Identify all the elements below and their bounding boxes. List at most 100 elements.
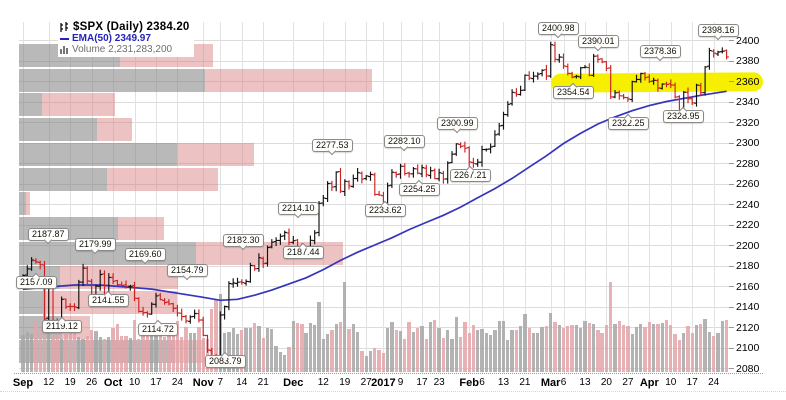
volume-bar [381,352,386,372]
volume-bar [89,330,94,372]
volume-bar [197,326,201,372]
volume-bar [47,326,51,372]
x-axis-label: 19 [339,377,351,388]
volume-bar [248,328,253,372]
x-axis-label: Feb [459,377,479,389]
volume-bar [604,324,609,372]
volume-bar [394,330,398,372]
v-gridline [649,22,651,373]
volume-bar [424,339,428,372]
volume-bar [673,333,677,372]
chart-legend: $SPX (Daily) 2384.20 EMA(50) 2349.97 Vol… [58,20,194,57]
volume-bar [343,282,347,372]
volume-bar [283,355,287,372]
x-axis-label: 26 [86,377,98,388]
volume-bar [338,321,343,372]
volume-bar [621,324,626,372]
volume-bar [21,334,25,372]
volume-bar [364,355,368,372]
y-axis-tick [729,40,734,41]
price-label: 2119.12 [42,316,82,333]
volume-bar [25,331,29,372]
y-axis-tick [729,183,734,185]
h-gridline [19,101,731,103]
v-gridline [134,22,136,373]
vbp-up-volume-bar [19,68,205,92]
v-gridline [177,22,179,373]
v-gridline [263,22,265,373]
x-axis-label: 10 [128,377,141,388]
volume-bar [716,332,720,372]
x-axis-label: 27 [360,377,372,388]
volume-bar [385,328,390,372]
volume-bar [690,333,694,372]
volume-bar [141,323,145,372]
x-axis-label: Dec [283,377,304,389]
volume-bar [360,351,364,372]
v-gridline [692,22,694,373]
price-label: 2354.54 [553,82,594,99]
volume-bar [480,328,484,372]
volume-bar [720,320,724,372]
v-gridline [241,22,243,373]
volume-bar [214,299,218,372]
volume-bar [167,332,171,372]
volume-bar [201,338,205,372]
vbp-up-volume-bar [19,93,42,117]
v-gridline [469,22,471,373]
v-gridline [563,22,565,373]
volume-bar [111,327,115,372]
volume-bar [368,351,373,372]
volume-bar [274,346,278,372]
volume-bar [471,324,476,372]
y-axis-tick [729,81,734,82]
volume-bar [441,337,446,372]
volume-bar [231,327,235,372]
x-axis-label: 9 [397,377,404,388]
volume-bar [514,330,519,372]
volume-bar [270,329,274,372]
volume-bar [120,336,124,372]
volume-bar [651,324,656,372]
price-label: 2182.30 [223,234,264,251]
volume-bar [94,331,98,372]
x-axis-label: 13 [497,377,510,388]
price-label: 2398.16 [698,24,739,41]
volume-bar [561,327,566,372]
vbp-down-volume-bar [60,266,178,290]
volume-bar [669,324,673,372]
y-axis-label: 2280 [736,157,760,170]
volume-bar [347,329,351,372]
h-gridline [19,163,731,164]
v-gridline [524,22,526,373]
v-gridline [155,22,157,373]
y-axis-tick [729,265,734,267]
volume-bar [587,323,591,372]
volume-bar [154,323,158,372]
v-gridline [344,22,346,373]
volume-bar [175,321,180,372]
x-axis-label: Oct [103,377,123,389]
volume-bar [390,321,394,372]
volume-bar [261,337,265,372]
volume-bar [446,330,450,372]
h-gridline [19,40,731,41]
v-gridline [670,22,672,373]
volume-bar [150,324,154,372]
v-gridline [482,22,484,373]
x-axis-label: 12 [317,377,329,388]
volume-bar [313,324,317,372]
y-axis-tick [729,60,734,62]
v-gridline [203,22,205,373]
x-axis-label: 23 [433,377,445,388]
volume-bar [300,324,304,372]
volume-bar [265,327,270,372]
bottom-dotted-line [0,391,786,392]
volume-bar [493,330,497,372]
volume-bar [630,333,634,372]
y-axis-tick [729,101,734,103]
x-axis-label: 6 [560,377,567,388]
volume-bar [634,327,639,372]
